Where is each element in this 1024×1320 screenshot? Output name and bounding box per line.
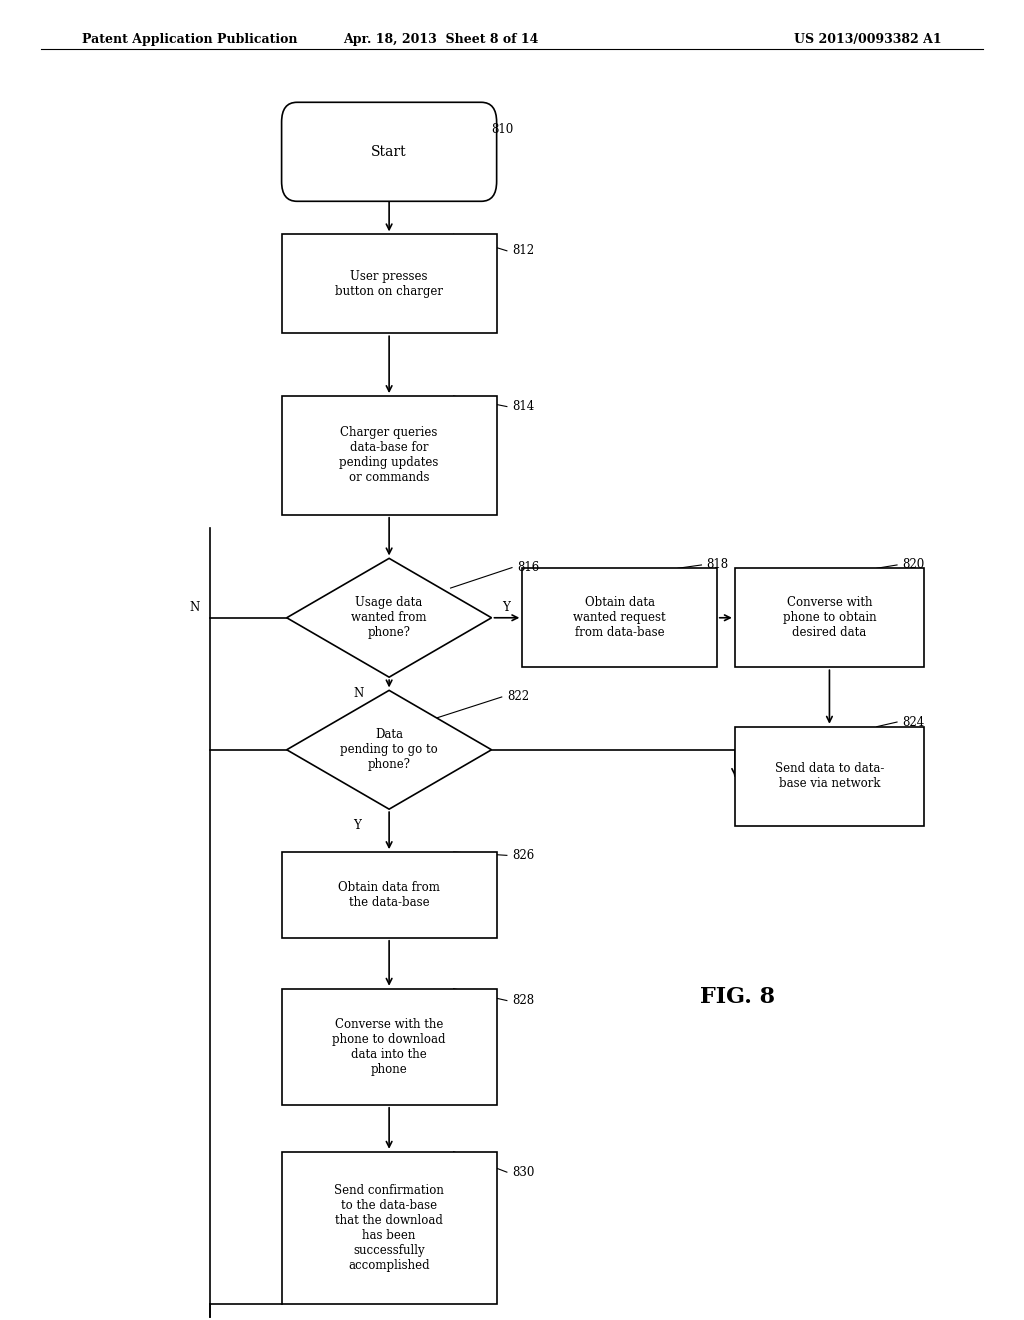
Text: Converse with
phone to obtain
desired data: Converse with phone to obtain desired da…	[782, 597, 877, 639]
Text: 812: 812	[512, 244, 535, 257]
Text: 824: 824	[902, 715, 925, 729]
Text: Y: Y	[502, 601, 510, 614]
Bar	[282, 853, 497, 937]
Text: Send data to data-
base via network: Send data to data- base via network	[775, 762, 884, 791]
Text: FIG. 8: FIG. 8	[699, 986, 775, 1007]
Bar	[735, 568, 925, 667]
Text: User presses
button on charger: User presses button on charger	[335, 269, 443, 298]
Text: Start: Start	[372, 145, 407, 158]
Bar	[282, 235, 497, 333]
Text: N: N	[189, 601, 200, 614]
Text: N: N	[353, 686, 364, 700]
Text: Apr. 18, 2013  Sheet 8 of 14: Apr. 18, 2013 Sheet 8 of 14	[343, 33, 538, 46]
Text: US 2013/0093382 A1: US 2013/0093382 A1	[795, 33, 942, 46]
Bar	[282, 396, 497, 515]
Text: 814: 814	[512, 400, 535, 413]
Text: Data
pending to go to
phone?: Data pending to go to phone?	[340, 729, 438, 771]
FancyBboxPatch shape	[282, 103, 497, 201]
Text: 828: 828	[512, 994, 535, 1007]
Text: Send confirmation
to the data-base
that the download
has been
successfully
accom: Send confirmation to the data-base that …	[334, 1184, 444, 1271]
Text: 810: 810	[492, 123, 514, 136]
Text: 818: 818	[707, 558, 729, 572]
Text: Obtain data from
the data-base: Obtain data from the data-base	[338, 880, 440, 909]
Polygon shape	[287, 690, 492, 809]
Text: Charger queries
data-base for
pending updates
or commands: Charger queries data-base for pending up…	[339, 426, 439, 484]
Text: Obtain data
wanted request
from data-base: Obtain data wanted request from data-bas…	[573, 597, 666, 639]
Text: Converse with the
phone to download
data into the
phone: Converse with the phone to download data…	[333, 1018, 445, 1076]
Text: 826: 826	[512, 849, 535, 862]
Bar	[282, 1151, 497, 1304]
Text: 820: 820	[902, 558, 925, 572]
Polygon shape	[287, 558, 492, 677]
Bar	[522, 568, 717, 667]
Bar	[282, 989, 497, 1105]
Text: Y: Y	[353, 818, 361, 832]
Text: 816: 816	[517, 561, 540, 574]
Bar	[735, 726, 925, 826]
Text: 822: 822	[507, 690, 529, 704]
Text: Patent Application Publication: Patent Application Publication	[82, 33, 297, 46]
Text: Usage data
wanted from
phone?: Usage data wanted from phone?	[351, 597, 427, 639]
Text: 830: 830	[512, 1166, 535, 1179]
